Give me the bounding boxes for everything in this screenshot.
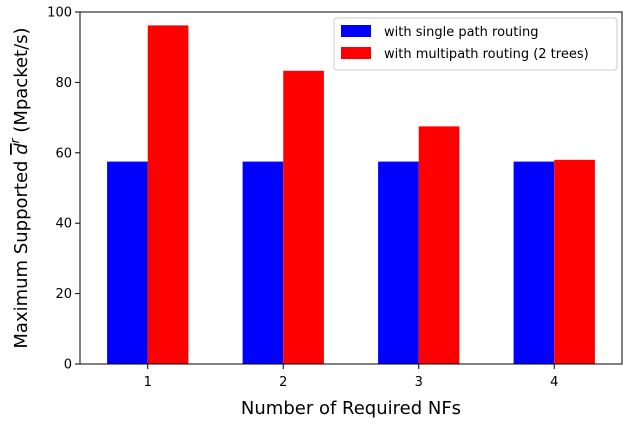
x-tick-label-4: 4 bbox=[550, 375, 558, 390]
bar-series2-category-2 bbox=[283, 70, 324, 364]
y-axis-label-superscript: r bbox=[8, 137, 22, 143]
legend-box bbox=[333, 17, 618, 71]
bar-series2-category-3 bbox=[418, 126, 460, 365]
y-tick-label-60: 60 bbox=[55, 146, 72, 161]
y-tick-label-100: 100 bbox=[47, 6, 72, 21]
y-axis: 0 20 40 60 80 100 bbox=[47, 6, 80, 373]
x-tick-label-1: 1 bbox=[144, 375, 152, 390]
legend-items: with single path routing with multipath r… bbox=[341, 25, 589, 62]
y-axis-label-symbol: d bbox=[11, 143, 32, 155]
y-tick-label-20: 20 bbox=[55, 287, 72, 302]
x-tick-label-2: 2 bbox=[279, 375, 287, 390]
y-tick-label-0: 0 bbox=[64, 358, 72, 373]
x-axis-label: Number of Required NFs bbox=[241, 398, 461, 419]
y-axis-label: Maximum Supported dr (Mpacket/s) bbox=[8, 27, 32, 348]
y-tick-label-80: 80 bbox=[55, 76, 72, 91]
bars-group bbox=[107, 25, 595, 365]
y-tick-label-40: 40 bbox=[55, 217, 72, 232]
legend-swatch-series1 bbox=[341, 25, 371, 37]
y-axis-label-prefix: Maximum Supported bbox=[11, 155, 32, 349]
x-axis: 1 2 3 4 bbox=[144, 364, 558, 390]
bar-series2-category-1 bbox=[147, 25, 189, 364]
bar-series1-category-4 bbox=[513, 161, 555, 364]
bar-series1-category-3 bbox=[378, 161, 419, 364]
bar-series2-category-4 bbox=[554, 159, 595, 364]
legend-label-series2: with multipath routing (2 trees) bbox=[384, 47, 589, 62]
legend-label-series1: with single path routing bbox=[384, 25, 538, 40]
bar-series1-category-2 bbox=[242, 161, 284, 364]
x-tick-label-3: 3 bbox=[415, 375, 423, 390]
legend-swatch-series2 bbox=[341, 47, 371, 59]
y-axis-label-suffix: (Mpacket/s) bbox=[11, 27, 32, 138]
legend: with single path routing with multipath r… bbox=[333, 17, 618, 71]
bar-series1-category-1 bbox=[107, 161, 148, 364]
plot-frame bbox=[79, 11, 623, 365]
